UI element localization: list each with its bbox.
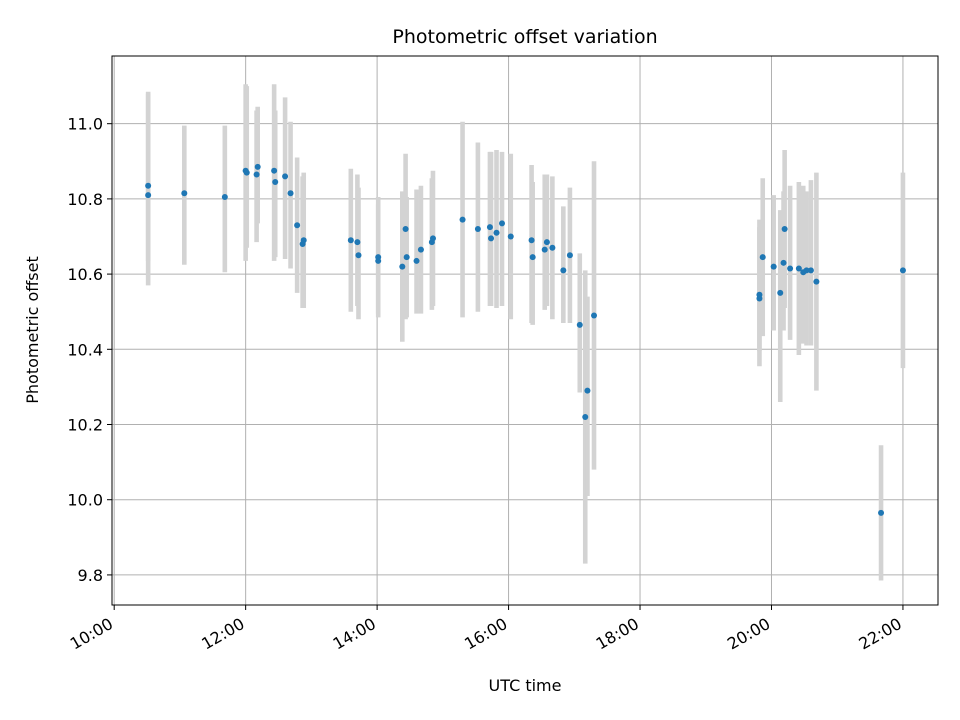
x-tick-label: 10:00 xyxy=(67,614,116,654)
data-point xyxy=(486,224,493,231)
data-point xyxy=(254,163,261,170)
data-point xyxy=(770,263,777,270)
plot-background xyxy=(112,56,938,605)
data-point xyxy=(493,229,500,236)
x-tick-label: 16:00 xyxy=(461,614,510,654)
data-point xyxy=(459,216,466,223)
data-point xyxy=(375,254,382,261)
data-point xyxy=(528,237,535,244)
data-point xyxy=(543,239,550,246)
data-point xyxy=(582,413,589,420)
data-point xyxy=(795,265,802,272)
data-point xyxy=(403,254,410,261)
data-point xyxy=(507,233,514,240)
data-point xyxy=(243,169,250,176)
y-tick-label: 11.0 xyxy=(67,115,103,134)
data-point xyxy=(777,289,784,296)
data-point xyxy=(417,246,424,253)
data-point xyxy=(181,190,188,197)
data-point xyxy=(529,254,536,261)
y-tick-label: 10.4 xyxy=(67,340,103,359)
data-point xyxy=(355,252,362,259)
x-tick-label: 22:00 xyxy=(856,614,905,654)
data-point xyxy=(282,173,289,180)
data-point xyxy=(813,278,820,285)
data-point xyxy=(271,167,278,174)
data-points xyxy=(145,163,906,516)
x-tick-label: 12:00 xyxy=(198,614,247,654)
data-point xyxy=(756,291,763,298)
data-point xyxy=(253,171,260,178)
x-axis: 10:00 12:00 14:00 16:00 18:00 20:00 22:00 xyxy=(67,605,905,654)
y-tick-label: 9.8 xyxy=(78,566,103,585)
chart-title: Photometric offset variation xyxy=(392,26,657,48)
y-tick-label: 10.8 xyxy=(67,190,103,209)
data-point xyxy=(294,222,301,229)
data-point xyxy=(560,267,567,274)
y-tick-label: 10.0 xyxy=(67,491,103,510)
data-point xyxy=(429,235,436,242)
data-point xyxy=(576,321,583,328)
data-point xyxy=(221,194,228,201)
data-point xyxy=(549,244,556,251)
data-point xyxy=(584,387,591,394)
data-point xyxy=(413,257,420,264)
x-tick-label: 20:00 xyxy=(724,614,773,654)
data-point xyxy=(803,267,810,274)
data-point xyxy=(781,225,788,232)
data-point xyxy=(541,246,548,253)
data-point xyxy=(354,239,361,246)
x-axis-label: UTC time xyxy=(489,676,562,695)
data-point xyxy=(878,509,885,516)
data-point xyxy=(347,237,354,244)
plot-frame xyxy=(111,55,939,606)
data-point xyxy=(399,263,406,270)
data-point xyxy=(780,259,787,266)
y-axis-label: Photometric offset xyxy=(23,256,42,404)
data-point xyxy=(498,220,505,227)
y-tick-label: 10.2 xyxy=(67,416,103,435)
data-point xyxy=(787,265,794,272)
data-point xyxy=(591,312,598,319)
data-point xyxy=(474,225,481,232)
data-point xyxy=(402,225,409,232)
data-point xyxy=(759,254,766,261)
data-point xyxy=(287,190,294,197)
data-point xyxy=(566,252,573,259)
data-point xyxy=(272,178,279,185)
data-point xyxy=(145,182,152,189)
data-point xyxy=(300,237,307,244)
data-point xyxy=(145,192,152,199)
x-tick-label: 14:00 xyxy=(330,614,379,654)
data-point xyxy=(488,235,495,242)
data-point xyxy=(899,267,906,274)
y-tick-label: 10.6 xyxy=(67,265,103,284)
data-point xyxy=(807,267,814,274)
x-tick-label: 18:00 xyxy=(593,614,642,654)
y-axis: 9.8 10.0 10.2 10.4 10.6 10.8 11.0 xyxy=(67,115,112,585)
